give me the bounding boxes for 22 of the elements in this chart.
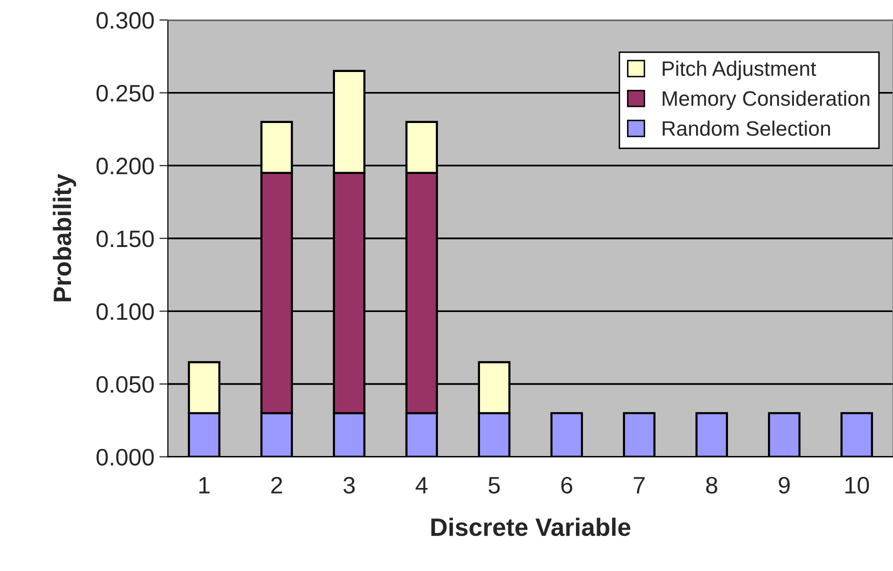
x-tick-label: 1 [199,477,210,494]
legend-label: Pitch Adjustment [662,60,816,80]
x-tick-label: 3 [344,476,355,494]
y-tick-label: 0.200 [96,158,154,174]
x-tick-label: 7 [634,477,645,494]
legend-label: Memory Consideration [662,90,870,110]
y-tick-label: 0.000 [96,448,154,466]
x-tick-label: 2 [271,476,282,494]
y-tick-label: 0.250 [96,84,154,102]
x-tick-label: 10 [845,476,869,494]
y-axis-title: Probability [52,174,76,302]
x-tick-label: 4 [416,477,428,494]
y-tick-label: 0.300 [96,12,154,29]
y-tick-label: 0.100 [96,303,154,320]
y-tick-label: 0.050 [96,376,154,393]
y-tick-label: 0.150 [96,230,154,248]
x-tick-label: 9 [778,476,790,494]
x-tick-label: 5 [488,477,500,494]
x-axis-title: Discrete Variable [431,518,630,536]
x-tick-label: 8 [706,476,718,494]
legend-label: Random Selection [662,120,830,136]
x-tick-label: 6 [561,476,572,494]
